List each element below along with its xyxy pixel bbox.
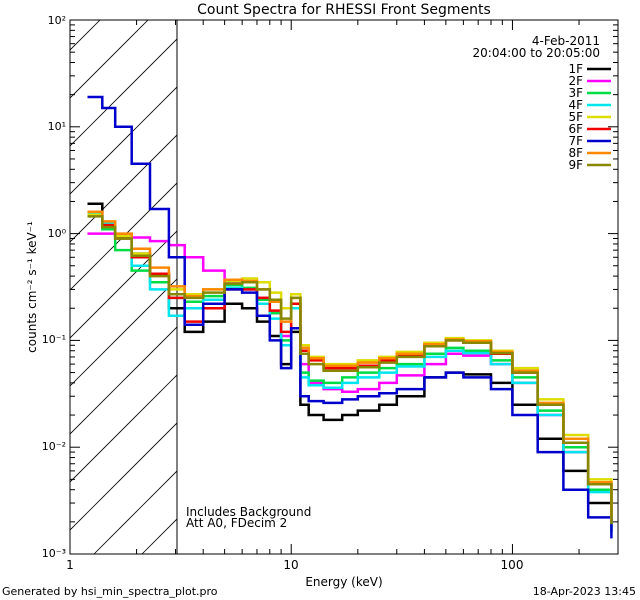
- legend-label-3F: 3F: [568, 86, 583, 100]
- series-line-8F: [87, 210, 613, 522]
- legend-label-9F: 9F: [568, 158, 583, 172]
- hatch-line: [70, 20, 149, 99]
- legend-label-5F: 5F: [568, 110, 583, 124]
- axis-ticks: [69, 19, 619, 555]
- hatch-line: [70, 278, 177, 387]
- annotation-background: Includes Background: [186, 505, 311, 519]
- hatch-line: [0, 0, 78, 554]
- x-tick-label: 1: [66, 558, 74, 572]
- legend-label-7F: 7F: [568, 134, 583, 148]
- legend-label-4F: 4F: [568, 98, 583, 112]
- footer-generator: Generated by hsi_min_spectra_plot.pro: [2, 585, 218, 598]
- y-tick-label: 10²: [48, 14, 66, 27]
- series-line-7F: [87, 95, 613, 539]
- y-tick-label: 10⁻¹: [42, 333, 66, 346]
- hatched-region: [0, 0, 177, 554]
- y-tick-label: 10¹: [48, 120, 66, 133]
- hatch-line: [70, 230, 177, 339]
- hatch-line: [70, 422, 177, 531]
- footer-timestamp: 18-Apr-2023 13:45: [533, 585, 636, 598]
- x-tick-labels: 1 10 100: [66, 558, 523, 572]
- x-tick-label: 10: [283, 558, 298, 572]
- legend-label-1F: 1F: [568, 62, 583, 76]
- x-tick-label: 100: [501, 558, 524, 572]
- hatch-line: [70, 86, 177, 195]
- y-tick-labels: 10⁻³ 10⁻² 10⁻¹ 10⁰ 10¹ 10²: [42, 14, 67, 560]
- y-axis-label: counts cm⁻² s⁻¹ keV⁻¹: [25, 221, 39, 353]
- series-line-4F: [87, 212, 613, 533]
- series-line-2F: [87, 232, 613, 527]
- legend: 4-Feb-2011 20:04:00 to 20:05:00 1F2F3F4F…: [473, 34, 611, 172]
- hatch-line: [70, 374, 177, 483]
- legend-label-2F: 2F: [568, 74, 583, 88]
- plot-frame: [69, 19, 619, 555]
- legend-date: 4-Feb-2011: [532, 34, 600, 48]
- series-lines: [87, 95, 613, 539]
- hatch-line: [70, 182, 177, 291]
- hatch-line: [70, 38, 177, 147]
- legend-label-6F: 6F: [568, 122, 583, 136]
- series-line-9F: [87, 215, 613, 525]
- y-tick-label: 10⁻³: [42, 547, 66, 560]
- hatch-line: [93, 470, 177, 554]
- x-axis-label: Energy (keV): [305, 575, 382, 589]
- chart-title: Count Spectra for RHESSI Front Segments: [197, 2, 491, 18]
- y-tick-label: 10⁰: [48, 227, 67, 240]
- legend-time-range: 20:04:00 to 20:05:00: [473, 46, 600, 60]
- legend-label-8F: 8F: [568, 146, 583, 160]
- hatch-line: [70, 326, 177, 435]
- hatch-line: [70, 20, 101, 51]
- y-tick-label: 10⁻²: [42, 440, 66, 453]
- annotation-attenuator: Att A0, FDecim 2: [186, 516, 287, 530]
